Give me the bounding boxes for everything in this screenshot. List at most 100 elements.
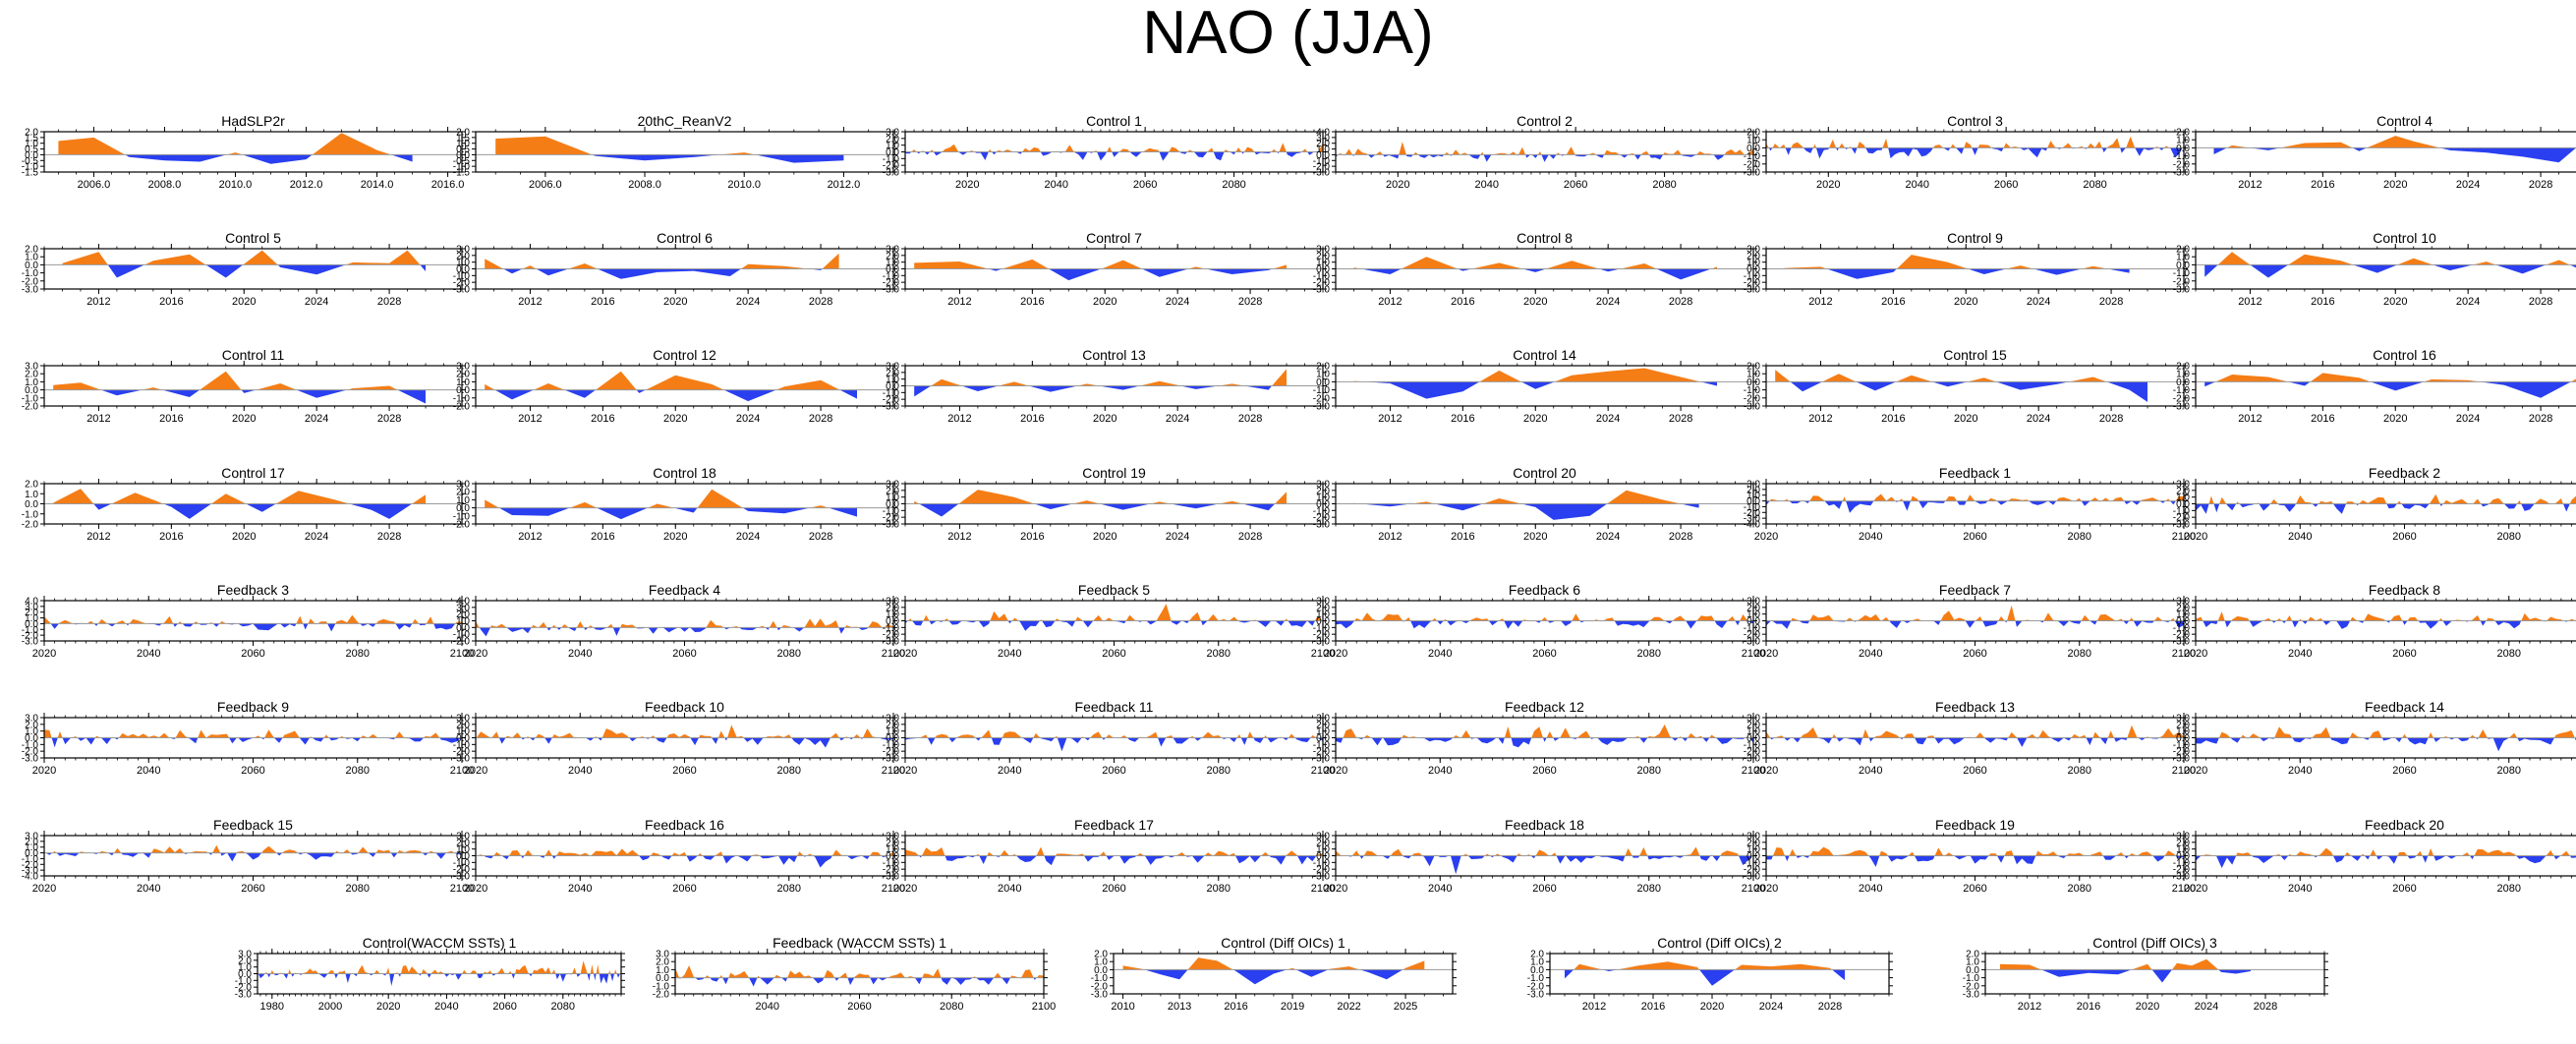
x-tick-label: 2060 [1963,648,1986,660]
x-tick-label: 2080 [940,1001,963,1013]
y-tick-label: 0.0 [1746,144,1760,154]
x-tick-label: 2020 [1700,1001,1724,1013]
y-tick-label: -0.5 [453,156,471,167]
panel-HadSLP2r: 2006.0 2008.0 2010.0 2012.0 2014.0 2016.0 2.01… [22,113,466,191]
x-tick-label: 2080 [2497,883,2521,895]
y-tick-label: -1.0 [2173,740,2191,751]
x-tick-label: 2060 [1564,179,1587,191]
panel-C3: 2020 2040 2060 20802.01.00.0-1.0-2.0-3.0Con… [1744,113,2188,191]
y-tick-label: -3.0 [2173,402,2191,413]
y-tick-label: -1.0 [883,858,900,869]
y-tick-label: -2.0 [1313,513,1331,524]
y-tick-label: 1.0 [2176,253,2190,263]
x-tick-label: 2060 [847,1001,871,1013]
y-tick-label: 2.0 [456,488,470,498]
panel-title: Feedback 8 [2369,582,2440,598]
y-tick-label: -3.0 [1313,402,1331,413]
y-tick-label: 0.0 [25,733,38,744]
y-tick-label: 1.0 [456,844,470,855]
y-tick-label: -4.0 [22,872,39,883]
x-tick-label: 2020 [464,648,487,660]
panel-title: Control 5 [225,230,281,246]
y-tick-label: -3.0 [883,402,900,413]
y-tick-label: 0.0 [1316,733,1330,744]
y-tick-label: 2.0 [456,720,470,730]
x-tick-label: 2020 [32,765,56,777]
y-tick-label: 3.0 [1746,245,1760,256]
y-tick-label: 0.0 [1746,733,1760,744]
x-tick-label: 2040 [998,765,1021,777]
x-tick-label: 2080 [2068,765,2091,777]
y-tick-label: 2.0 [656,957,669,968]
y-tick-label: 0.0 [1094,965,1108,976]
panel-title: Control 3 [1947,113,2003,129]
x-tick-label: 2008.0 [148,179,182,191]
y-tick-label: 2.0 [1746,362,1760,373]
negative-area [50,623,456,632]
y-tick-label: 0.0 [886,851,899,862]
y-tick-label: 2.0 [886,720,899,730]
x-tick-label: 2012 [1582,1001,1606,1013]
negative-area [45,852,462,862]
panel-title: Control 17 [221,465,285,481]
y-tick-label: 1.0 [1746,609,1760,620]
y-tick-label: 2.0 [1316,720,1330,730]
y-tick-label: 1.0 [886,609,899,620]
panel-F5: 2020 2040 2060 2080 21003.02.01.00.0-1.0-2.0… [883,582,1335,660]
y-tick-label: -1.0 [1744,740,1761,751]
x-tick-label: 2028 [1238,531,1262,543]
x-tick-label: 2020 [2383,179,2407,191]
x-tick-label: 2012 [518,531,542,543]
positive-area [53,489,426,504]
x-tick-label: 2016 [591,296,614,308]
x-tick-label: 2028 [1669,531,1692,543]
axes-frame [2195,131,2576,173]
negative-area [1144,969,1403,985]
y-tick-label: 2.0 [2176,362,2190,373]
x-tick-label: 2040 [1474,179,1498,191]
y-tick-label: 3.0 [1746,597,1760,608]
y-tick-label: 3.0 [1746,714,1760,725]
x-tick-label: 2060 [241,648,264,660]
y-tick-label: 0.0 [886,733,899,744]
x-tick-label: 2100 [882,765,905,777]
y-tick-label: -2.0 [2173,630,2191,641]
positive-area [62,250,421,265]
y-tick-label: -1.0 [2173,385,2191,396]
panel-C17: 2012 2016 2020 2024 2028 2.01.00.0-1.0-2.0 Con… [22,465,466,543]
positive-area [485,371,840,390]
y-tick-label: -3.0 [1744,637,1761,648]
negative-area [905,737,1323,752]
x-tick-label: 2016 [1881,413,1905,425]
y-tick-label: 2.0 [456,838,470,848]
y-tick-label: 1.0 [25,842,38,853]
y-tick-label: -1.0 [453,858,471,869]
x-tick-label: 2024 [1596,296,1620,308]
negative-area [2213,147,2576,163]
y-tick-label: -2.0 [1313,630,1331,641]
x-tick-label: 2006.0 [78,179,111,191]
y-tick-label: -2.0 [883,395,900,406]
y-tick-label: -2.0 [2173,159,2191,170]
y-tick-label: 0.0 [886,616,899,627]
y-tick-label: 0.0 [456,733,470,744]
axes-frame [1335,131,1754,173]
x-tick-label: 2080 [777,883,801,895]
panel-F10: 2020 2040 2060 2080 21003.02.01.00.0-1.0-2.0… [453,699,905,777]
y-tick-label: 0.0 [1746,264,1760,275]
negative-area [1768,147,2183,159]
y-tick-label: 2.0 [456,128,470,139]
y-tick-label: -1.0 [1744,858,1761,869]
negative-area [905,151,1314,161]
x-tick-label: 2020 [2184,883,2207,895]
panel-title: Control 6 [657,230,713,246]
negative-area [919,855,1317,866]
panel-CW1: 1980 2000 2020 2040 2060 2080 3.02.01.00.0-1.0… [235,935,625,1013]
x-tick-label: 2060 [1994,179,2018,191]
y-tick-label: -2.0 [1744,747,1761,758]
y-tick-label: 3.0 [1746,480,1760,491]
page-title: NAO (JJA) [1142,0,1434,67]
x-tick-label: 2024 [305,413,328,425]
panel-F12: 2020 2040 2060 2080 21003.02.01.00.0-1.0-2.0… [1313,699,1765,777]
x-tick-label: 2024 [2027,413,2050,425]
